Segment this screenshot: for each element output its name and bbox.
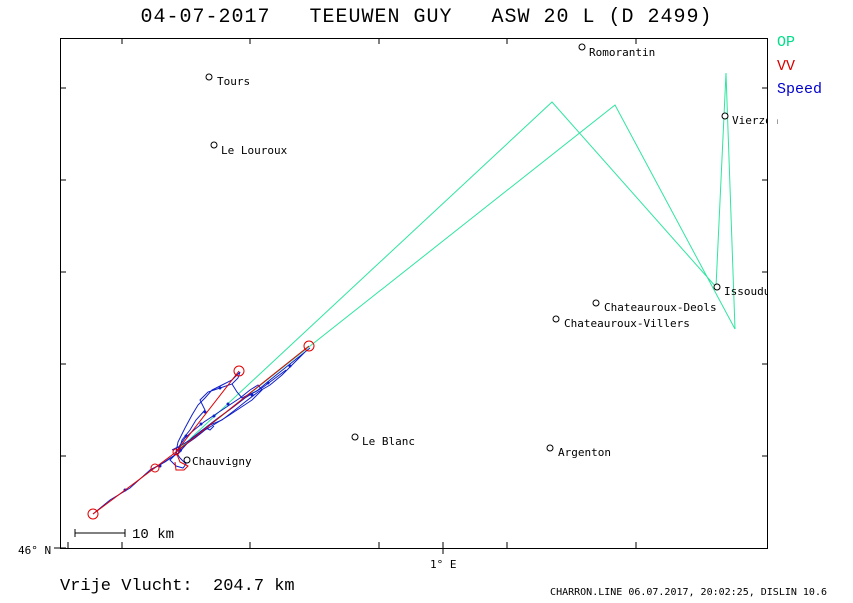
town-vierzon: Vierzon — [732, 114, 778, 127]
town-chauvigny: Chauvigny — [192, 455, 252, 468]
town-issoudun: Issoudun — [724, 285, 777, 298]
left-ticks — [54, 38, 768, 554]
town-chateauroux-villers: Chateauroux-Villers — [564, 317, 690, 330]
town-argenton: Argenton — [558, 446, 611, 459]
turnpoint-circles — [87, 340, 315, 520]
town-chateauroux-deols: Chateauroux-Deols — [604, 301, 717, 314]
latitude-label: 46° N — [18, 544, 52, 557]
town-markers — [183, 43, 729, 464]
town-romorantin: Romorantin — [589, 46, 655, 59]
map-frame — [60, 38, 768, 549]
op-task-lines — [175, 72, 736, 453]
map-title: 04-07-2017 TEEUWEN GUY ASW 20 L (D 2499) — [140, 6, 713, 29]
longitude-label: 1° E — [430, 558, 457, 571]
free-flight-distance: Vrije Vlucht: 204.7 km — [60, 577, 295, 596]
town-tours: Tours — [217, 75, 250, 88]
vv-line — [92, 345, 310, 515]
town-le-blanc: Le Blanc — [362, 435, 415, 448]
town-le-louroux: Le Louroux — [221, 144, 288, 157]
frame-mask — [768, 100, 777, 300]
scale-bar — [74, 529, 126, 537]
footer-info: CHARRON.LINE 06.07.2017, 20:02:25, DISLI… — [550, 587, 827, 598]
scale-label: 10 km — [132, 527, 174, 543]
legend-vv: VV — [777, 58, 796, 75]
legend-speed: Speed — [777, 81, 823, 98]
legend-op: OP — [777, 34, 796, 51]
